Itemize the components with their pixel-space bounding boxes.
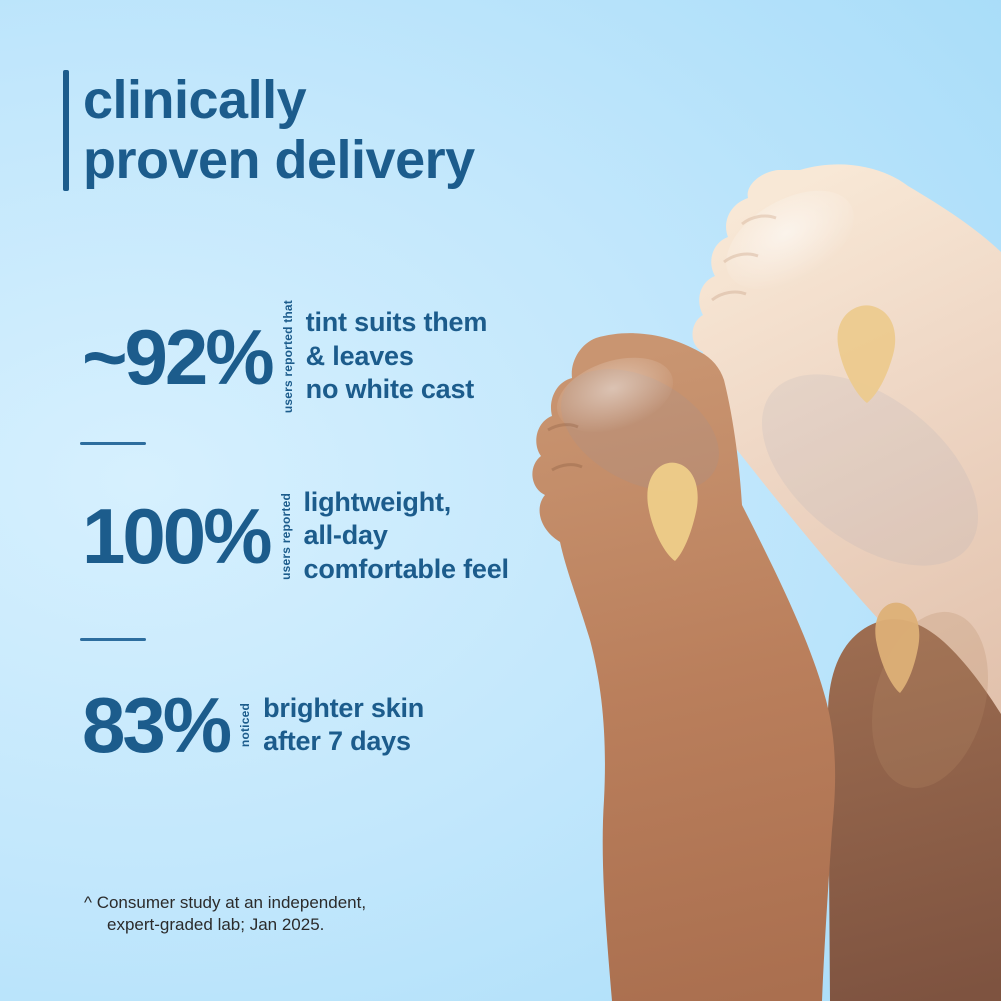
divider: [80, 638, 146, 641]
stat-desc-line: after 7 days: [263, 726, 411, 757]
stat-desc-line: tint suits them: [305, 307, 488, 338]
stat-value: 100%: [82, 492, 272, 581]
stat-value: ~92%: [82, 312, 275, 401]
headline-block: clinically proven delivery: [63, 70, 475, 191]
tan-arm: [532, 333, 836, 1001]
page-title-line2: proven delivery: [83, 130, 475, 191]
title-accent-bar: [63, 70, 69, 191]
stat-qualifier: users reported that: [280, 300, 295, 414]
light-arm: [692, 164, 1001, 736]
page-title-line1: clinically: [83, 70, 307, 130]
stat-value: 83%: [82, 681, 232, 769]
stat-desc-line: comfortable feel: [303, 553, 510, 584]
divider: [80, 442, 146, 445]
stat-desc-line: no white cast: [305, 374, 475, 405]
stat-qualifier: users reported: [278, 492, 293, 580]
tint-swatch-tan: [647, 462, 698, 561]
footnote-line1: ^ Consumer study at an independent,: [84, 893, 367, 912]
tint-swatch-deep: [875, 602, 920, 693]
footnote-line2: expert-graded lab; Jan 2025.: [107, 915, 325, 935]
deep-arm: [827, 602, 1001, 1001]
stat-desc-line: all-day: [303, 520, 388, 551]
stat-brighter-skin: 83% noticed brighter skin after 7 days: [82, 681, 424, 769]
stat-tint-suits: ~92% users reported that tint suits them…: [82, 300, 487, 413]
stat-description: lightweight, all-day comfortable feel: [303, 486, 510, 586]
stat-description: tint suits them & leaves no white cast: [306, 306, 488, 406]
footnote: ^ Consumer study at an independent, expe…: [84, 892, 366, 936]
stat-desc-line: brighter skin: [263, 692, 425, 723]
page-title: clinically proven delivery: [83, 70, 475, 191]
stat-qualifier: noticed: [238, 703, 253, 748]
stat-description: brighter skin after 7 days: [263, 692, 424, 759]
stat-lightweight: 100% users reported lightweight, all-day c…: [82, 486, 509, 586]
stat-desc-line: lightweight,: [303, 487, 452, 517]
tint-swatch-light: [837, 305, 896, 403]
stat-desc-line: & leaves: [305, 340, 414, 371]
